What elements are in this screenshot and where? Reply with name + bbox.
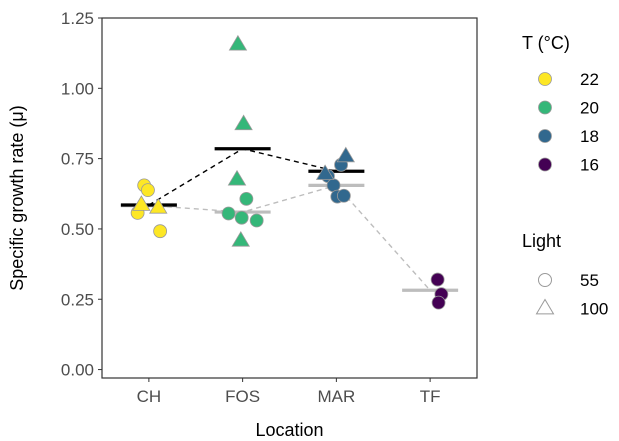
x-tick-label: MAR (317, 387, 355, 406)
data-point-circle (141, 183, 155, 198)
legend-key-temperature (538, 100, 552, 115)
data-point-circle (239, 191, 254, 206)
legend-label-temperature: 20 (580, 99, 599, 118)
data-point-triangle (336, 146, 356, 163)
legend: T (°C) 22 20 18 16 Light 55 100 (522, 33, 608, 319)
legend-label-temperature: 22 (580, 70, 599, 89)
y-tick-label: 1.00 (61, 79, 94, 98)
legend-label-light: 55 (580, 271, 599, 290)
y-axis-title: Specific growth rate (μ) (7, 105, 27, 290)
y-axis: 0.00 0.25 0.50 0.75 1.00 1.25 (61, 9, 102, 380)
points-layer (130, 34, 449, 310)
data-point-triangle (234, 114, 253, 131)
data-point-triangle (228, 34, 248, 51)
x-axis: CH FOS MAR TF (137, 378, 441, 406)
data-point-triangle (315, 164, 335, 180)
y-tick-label: 0.50 (61, 220, 94, 239)
x-axis-title: Location (255, 420, 323, 440)
mean-layer (120, 147, 459, 292)
data-point-triangle (227, 169, 247, 186)
legend-key-temperature (538, 157, 552, 172)
legend-label-temperature: 18 (580, 127, 599, 146)
data-point-circle (430, 272, 445, 287)
legend-key-temperature (538, 72, 552, 86)
mean-connector-light-55 (148, 184, 431, 291)
legend-title-temperature: T (°C) (522, 33, 570, 53)
legend-label-light: 100 (580, 300, 608, 319)
y-tick-label: 0.75 (61, 150, 94, 169)
plot-panel (101, 17, 478, 379)
data-point-circle (234, 210, 249, 225)
data-point-circle (221, 206, 236, 221)
legend-key-light-triangle (535, 298, 555, 315)
legend-title-light: Light (522, 231, 561, 251)
data-point-circle (431, 295, 446, 310)
x-tick-label: FOS (225, 387, 260, 406)
data-point-triangle (231, 231, 251, 247)
x-tick-label: CH (137, 387, 162, 406)
y-tick-label: 0.00 (61, 361, 94, 380)
legend-key-temperature (538, 129, 552, 143)
data-point-triangle (132, 195, 151, 211)
legend-key-light-circle (538, 273, 552, 287)
x-tick-label: TF (420, 387, 441, 406)
y-tick-label: 0.25 (61, 290, 94, 309)
data-point-circle (336, 188, 351, 203)
data-point-circle (249, 213, 264, 228)
data-point-circle (153, 224, 168, 239)
data-point-triangle (148, 198, 168, 214)
legend-label-temperature: 16 (580, 156, 599, 175)
y-tick-label: 1.25 (61, 9, 94, 28)
